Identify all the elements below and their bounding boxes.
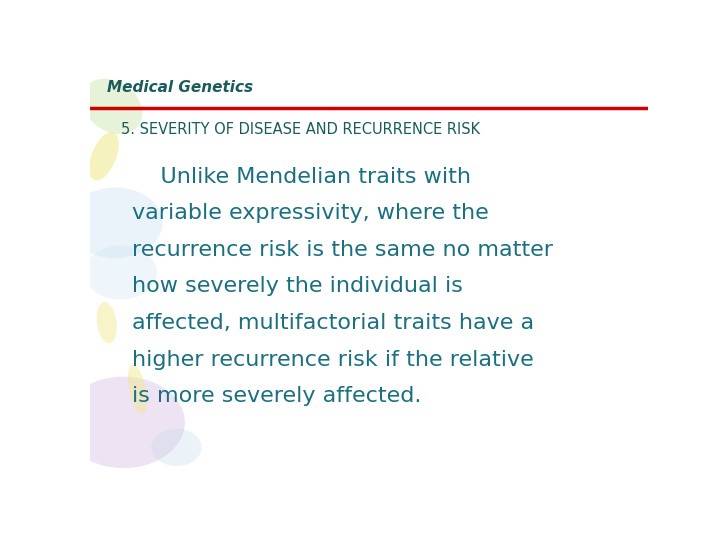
Text: Medical Genetics: Medical Genetics [107, 80, 253, 95]
Text: how severely the individual is: how severely the individual is [132, 276, 463, 296]
Ellipse shape [128, 364, 147, 414]
Text: variable expressivity, where the: variable expressivity, where the [132, 203, 489, 223]
Ellipse shape [82, 79, 143, 134]
Text: is more severely affected.: is more severely affected. [132, 386, 421, 406]
Circle shape [68, 187, 163, 258]
Text: recurrence risk is the same no matter: recurrence risk is the same no matter [132, 240, 553, 260]
Circle shape [84, 246, 157, 300]
Circle shape [151, 429, 202, 466]
Circle shape [62, 377, 185, 468]
Text: 5. SEVERITY OF DISEASE AND RECURRENCE RISK: 5. SEVERITY OF DISEASE AND RECURRENCE RI… [121, 122, 480, 137]
Ellipse shape [89, 132, 119, 180]
Text: affected, multifactorial traits have a: affected, multifactorial traits have a [132, 313, 534, 333]
Ellipse shape [96, 302, 117, 343]
Text: Unlike Mendelian traits with: Unlike Mendelian traits with [132, 167, 471, 187]
Text: higher recurrence risk if the relative: higher recurrence risk if the relative [132, 349, 534, 369]
